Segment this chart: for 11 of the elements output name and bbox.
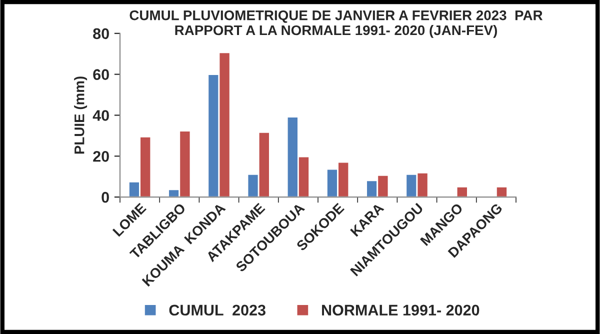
bar <box>496 186 508 198</box>
y-tick-label: 80 <box>93 28 109 40</box>
y-axis-title: PLUIE (mm) <box>74 76 88 154</box>
legend-label: CUMUL 2023 <box>169 304 266 316</box>
y-tick-label: 40 <box>92 110 109 121</box>
bar <box>456 186 468 198</box>
chart-title: CUMUL PLUVIOMETRIQUE DE JANVIER A FEVRIER 2023 PAR RAPPORT A LA NORMALE 1991- 2020 (JAN-FEV) <box>130 10 543 38</box>
y-tick-label: 20 <box>93 151 109 162</box>
y-tick-label: 60 <box>93 69 109 80</box>
y-tick-label: 0 <box>102 192 109 203</box>
legend-label: NORMALE 1991- 2020 <box>322 304 480 316</box>
